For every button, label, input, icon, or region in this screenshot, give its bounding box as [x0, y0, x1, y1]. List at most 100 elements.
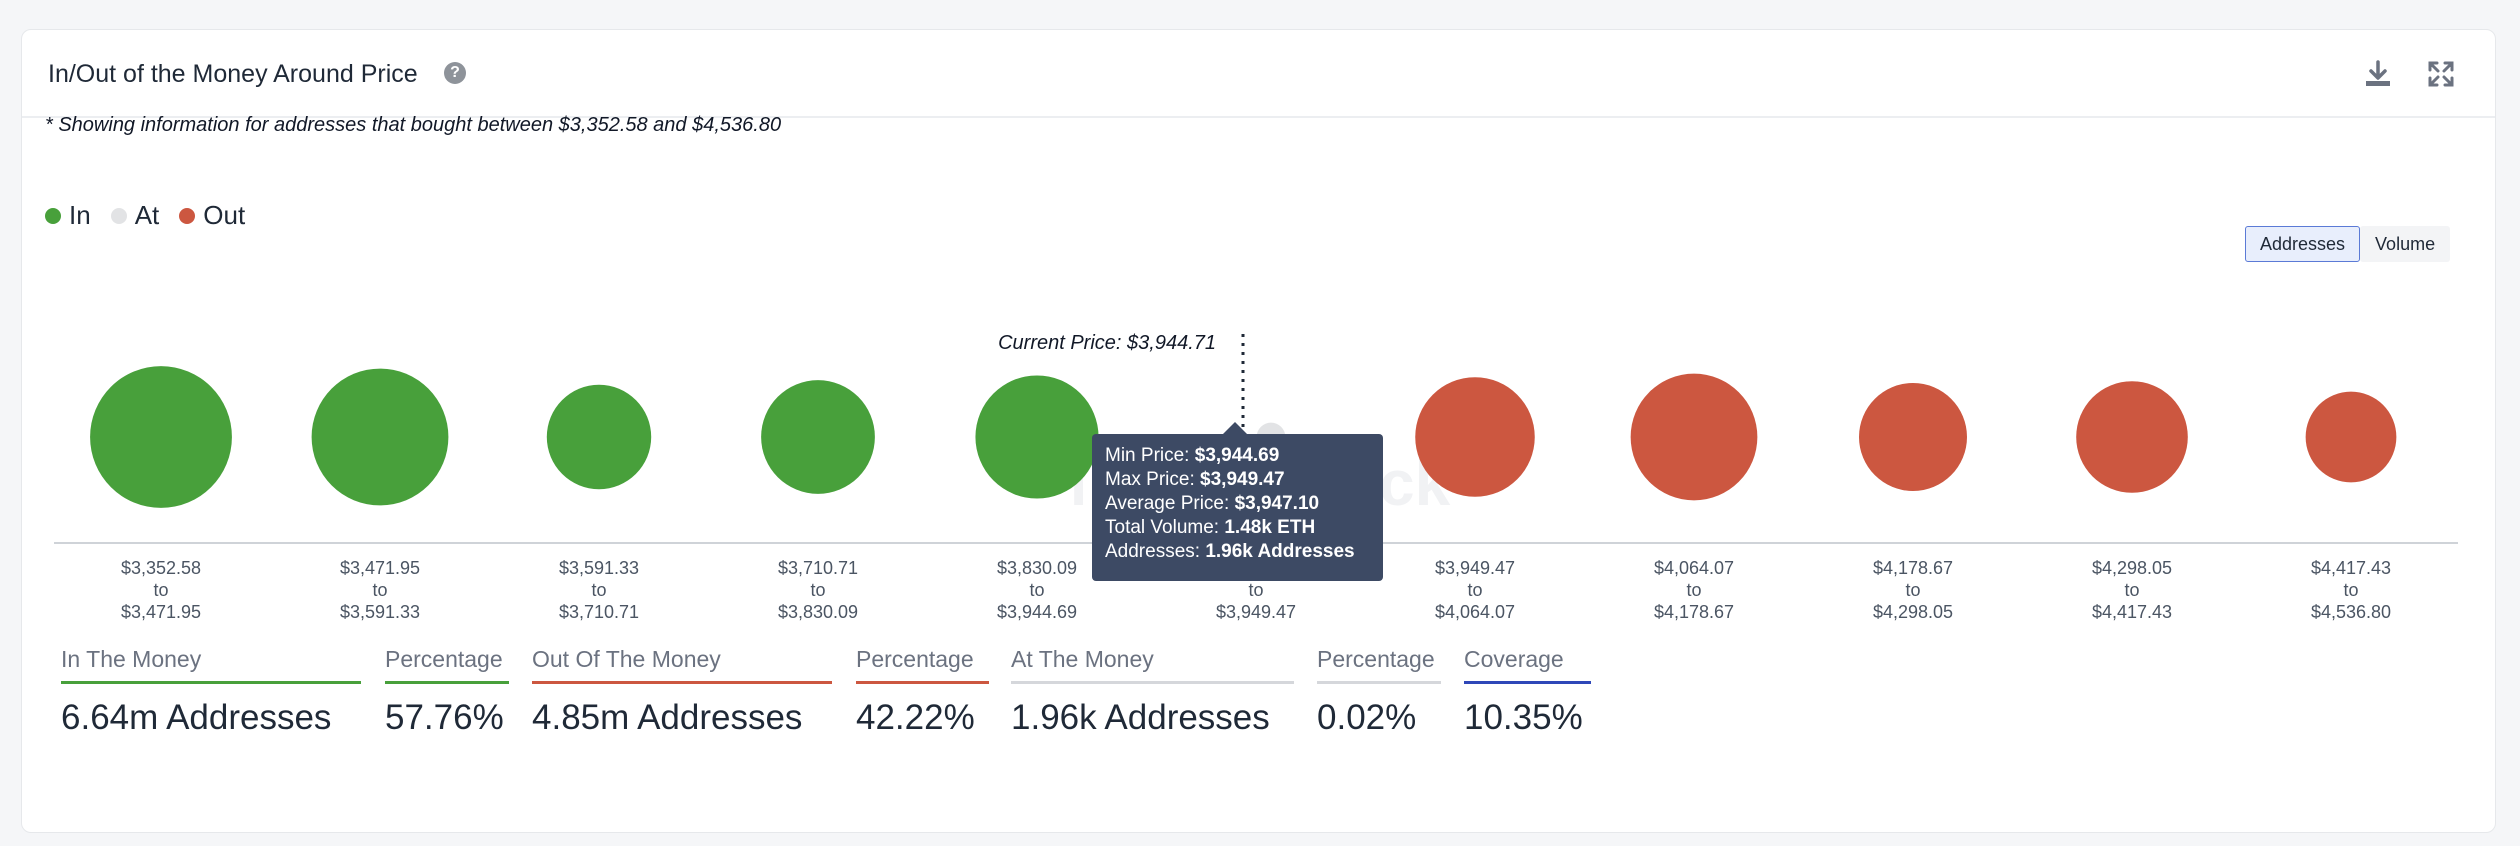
addresses-toggle-button[interactable]: Addresses [2245, 226, 2361, 262]
x-tick-range-word: to [372, 580, 387, 600]
legend-label-at: At [134, 200, 160, 230]
bubble-out[interactable] [1630, 373, 1758, 501]
x-tick-price: $3,944.69 [997, 602, 1077, 622]
tooltip-max-price: Max Price: $3,949.47 [1105, 468, 1370, 492]
bubble-out[interactable] [2305, 391, 2397, 483]
bubble-out[interactable] [2076, 381, 2188, 493]
tooltip-max-value: $3,949.47 [1200, 469, 1285, 490]
legend-label-in: In [69, 200, 91, 230]
tooltip-addr-label: Addresses: [1105, 541, 1206, 562]
stat-in-the-money: In The Money 6.64m Addresses [61, 646, 361, 738]
stat-underline [1317, 681, 1441, 684]
x-tick-price: $3,710.71 [778, 558, 858, 578]
x-tick-price: $3,830.09 [997, 558, 1077, 578]
tooltip-vol-value: 1.48k ETH [1224, 517, 1316, 538]
tooltip-min-price: Min Price: $3,944.69 [1105, 444, 1370, 468]
x-tick-range-word: to [1248, 580, 1263, 600]
stat-value: 0.02% [1317, 698, 1417, 737]
stat-underline [1011, 681, 1294, 684]
x-tick-price: $4,064.07 [1654, 558, 1734, 578]
stat-underline [532, 681, 832, 684]
x-tick-range-word: to [591, 580, 606, 600]
x-tick-price: $4,417.43 [2311, 558, 2391, 578]
stat-underline [856, 681, 989, 684]
stat-in-percentage: Percentage 57.76% [385, 646, 509, 738]
stat-underline [1464, 681, 1591, 684]
bubbles-group [90, 366, 2397, 508]
stat-value: 10.35% [1464, 698, 1583, 737]
legend-item-at[interactable]: At [110, 200, 160, 231]
legend-item-out[interactable]: Out [179, 200, 245, 231]
legend-dot-in [45, 207, 61, 224]
download-icon[interactable] [2362, 58, 2394, 90]
stat-value: 6.64m Addresses [61, 698, 332, 737]
stat-at-percentage: Percentage 0.02% [1317, 646, 1441, 738]
legend: In At Out [45, 200, 245, 231]
x-tick-price: $4,298.05 [2092, 558, 2172, 578]
tooltip-addresses: Addresses: 1.96k Addresses [1105, 540, 1370, 564]
x-tick-price: $3,949.47 [1435, 558, 1515, 578]
stat-underline [61, 681, 361, 684]
x-tick-range-word: to [2124, 580, 2139, 600]
tooltip-vol-label: Total Volume: [1105, 517, 1225, 538]
bubble-in[interactable] [311, 368, 449, 506]
legend-item-in[interactable]: In [45, 200, 91, 231]
tooltip-avg-value: $3,947.10 [1234, 493, 1320, 514]
stat-out-percentage: Percentage 42.22% [856, 646, 989, 738]
x-tick-price: $4,178.67 [1654, 602, 1734, 622]
x-tick-price: $4,178.67 [1873, 558, 1953, 578]
stat-at-the-money: At The Money 1.96k Addresses [1011, 646, 1294, 738]
tooltip-average-price: Average Price: $3,947.10 [1105, 492, 1370, 516]
tooltip-addr-value: 1.96k Addresses [1205, 541, 1355, 562]
stat-label: Percentage [1317, 646, 1435, 672]
stat-out-of-the-money: Out Of The Money 4.85m Addresses [532, 646, 832, 738]
x-tick-price: $3,949.47 [1216, 602, 1296, 622]
range-note: * Showing information for addresses that… [45, 114, 782, 136]
page-title: In/Out of the Money Around Price [48, 60, 418, 88]
stat-value: 57.76% [385, 698, 504, 737]
bubble-in[interactable] [90, 366, 232, 508]
x-tick-range-word: to [2343, 580, 2358, 600]
stat-label: Percentage [385, 646, 503, 672]
x-tick-range-word: to [1905, 580, 1920, 600]
card-header: In/Out of the Money Around Price ? [22, 30, 2495, 118]
tooltip-min-label: Min Price: [1105, 445, 1195, 466]
help-icon[interactable]: ? [444, 62, 466, 84]
stat-label: Out Of The Money [532, 646, 721, 672]
x-tick-price: $3,471.95 [121, 602, 201, 622]
legend-dot-at [110, 207, 127, 224]
bubble-out[interactable] [1415, 377, 1535, 497]
x-tick-price: $3,352.58 [121, 558, 201, 578]
stat-label: In The Money [61, 646, 202, 672]
x-tick-price: $3,830.09 [778, 602, 858, 622]
bubble-in[interactable] [546, 384, 652, 490]
current-price-label: Current Price: $3,944.71 [998, 332, 1216, 354]
stat-coverage: Coverage 10.35% [1464, 646, 1591, 738]
x-tick-price: $4,064.07 [1435, 602, 1515, 622]
x-tick-price: $3,471.95 [340, 558, 420, 578]
stat-value: 42.22% [856, 698, 975, 737]
stat-label: Coverage [1464, 646, 1564, 672]
stat-value: 4.85m Addresses [532, 698, 803, 737]
expand-icon[interactable] [2426, 59, 2456, 89]
x-tick-price: $3,591.33 [340, 602, 420, 622]
x-tick-range-word: to [1467, 580, 1482, 600]
stat-label: Percentage [856, 646, 974, 672]
legend-dot-out [179, 207, 196, 224]
stat-underline [385, 681, 509, 684]
stat-value: 1.96k Addresses [1011, 698, 1270, 737]
bubble-in[interactable] [761, 380, 875, 494]
bubble-tooltip: Min Price: $3,944.69 Max Price: $3,949.4… [1092, 422, 1383, 581]
metric-toggle: Addresses Volume [2245, 226, 2451, 262]
bubble-in[interactable] [975, 375, 1099, 499]
x-tick-price: $4,536.80 [2311, 602, 2391, 622]
stat-label: At The Money [1011, 646, 1154, 672]
volume-toggle-button[interactable]: Volume [2360, 226, 2451, 262]
x-tick-range-word: to [810, 580, 825, 600]
x-tick-range-word: to [153, 580, 168, 600]
x-tick-range-word: to [1029, 580, 1044, 600]
tooltip-total-volume: Total Volume: 1.48k ETH [1105, 516, 1370, 540]
bubble-out[interactable] [1859, 383, 1967, 491]
tooltip-max-label: Max Price: [1105, 469, 1201, 490]
legend-label-out: Out [203, 200, 246, 230]
